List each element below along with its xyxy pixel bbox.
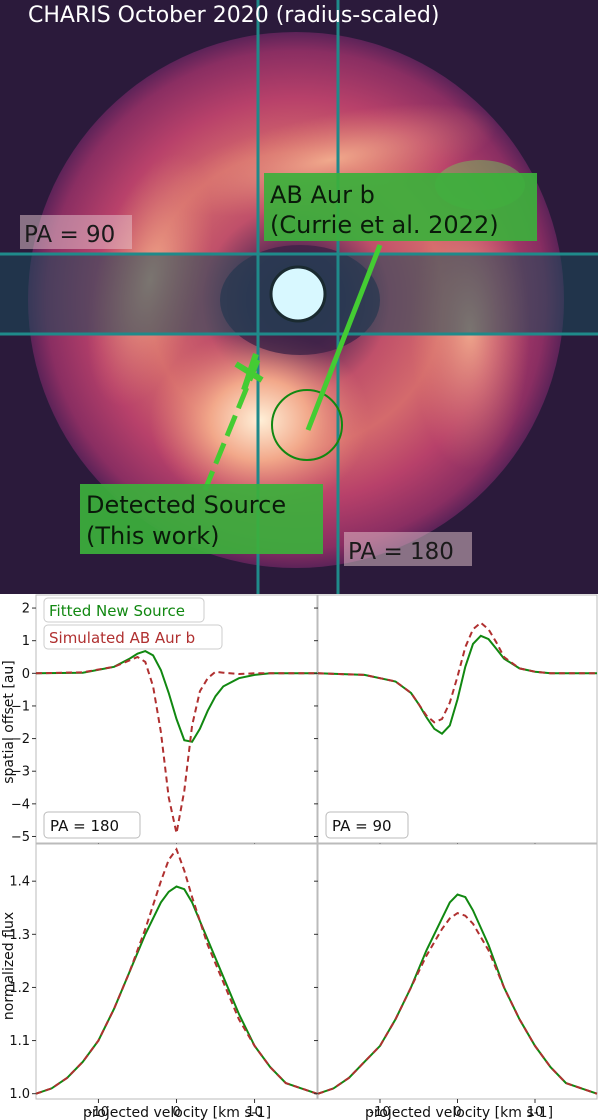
y-tick-label: 1.4 xyxy=(9,875,30,890)
ylabel-spatial: spatial offset [au] xyxy=(1,660,17,784)
annotation-pa180: PA = 180 xyxy=(50,817,119,835)
x-tick-label: 10 xyxy=(527,1105,544,1120)
abaur-label-box xyxy=(264,173,537,241)
xlabel-left: projected velocity [km s-1] xyxy=(83,1105,271,1120)
annotation-pa90-box xyxy=(325,811,409,839)
y-tick-label: 1.0 xyxy=(9,1087,30,1102)
plot-frame xyxy=(35,843,318,1100)
y-tick-label: 2 xyxy=(22,602,30,617)
abaur-label-line2: (Currie et al. 2022) xyxy=(270,211,499,239)
pa180-label-box xyxy=(344,532,472,566)
pa90-label-box xyxy=(20,215,132,249)
abaur-label-line1: AB Aur b xyxy=(270,181,375,209)
panel-flux-pa180: -10 0 10 1.0 1.1 1.2 1.3 1.4 xyxy=(9,843,318,1120)
legend-entry-simulated: Simulated AB Aur b xyxy=(49,629,195,647)
star-mask xyxy=(269,265,327,323)
x-tick-label: 0 xyxy=(453,1105,461,1120)
annotation-pa90: PA = 90 xyxy=(332,817,392,835)
x-tick-label: -10 xyxy=(369,1105,390,1120)
series-line-simulated xyxy=(317,911,598,1095)
plot-frame xyxy=(317,594,598,844)
y-tick-label: 1.1 xyxy=(9,1034,30,1049)
series-line-simulated xyxy=(317,621,597,724)
legend-entry-fitted: Fitted New Source xyxy=(49,602,185,620)
y-tick-label: −2 xyxy=(11,732,30,747)
abaur-pointer-line xyxy=(305,244,383,431)
y-tick-label: −1 xyxy=(11,699,30,714)
legend-entry-fitted-box xyxy=(43,597,205,623)
detected-label-line1: Detected Source xyxy=(86,491,286,519)
legend: Fitted New Source Simulated AB Aur b xyxy=(43,597,223,650)
y-tick-label: 1.3 xyxy=(9,928,30,943)
annotation-pa180-box xyxy=(43,811,141,839)
xlabel-right: projected velocity [km s-1] xyxy=(365,1105,553,1120)
legend-entry-simulated-box xyxy=(43,624,223,650)
y-tick-label: −5 xyxy=(11,830,30,845)
detected-pointer-line xyxy=(202,359,261,491)
image-title: CHARIS October 2020 (radius-scaled) xyxy=(28,3,439,28)
panel-flux-pa90: -10 0 10 xyxy=(314,843,598,1120)
y-tick-label: 1.2 xyxy=(9,981,30,996)
plot-frame xyxy=(317,843,598,1100)
detected-label-box xyxy=(80,484,323,554)
disk-arm-upper xyxy=(163,103,497,217)
series-line-fitted xyxy=(317,634,597,735)
y-tick-label: 0 xyxy=(22,667,30,682)
y-tick-label: 1 xyxy=(22,634,30,649)
x-tick-label: 10 xyxy=(246,1105,263,1120)
ylabel-flux: normalized flux xyxy=(1,912,17,1020)
pa180-label: PA = 180 xyxy=(348,539,454,565)
detected-label-line2: (This work) xyxy=(86,522,219,550)
y-tick-label: −3 xyxy=(11,765,30,780)
disk-bright-blob xyxy=(150,330,370,510)
detected-cross-b xyxy=(241,353,259,391)
pa90-label: PA = 90 xyxy=(24,222,115,248)
abaur-b-circle xyxy=(271,389,343,461)
charis-image-panel: CHARIS October 2020 (radius-scaled) PA =… xyxy=(0,0,598,594)
series-line-fitted xyxy=(35,650,317,743)
x-tick-label: 0 xyxy=(172,1105,180,1120)
panel-spatial-pa90 xyxy=(314,594,598,847)
x-tick-label: -10 xyxy=(88,1105,109,1120)
series-line-simulated xyxy=(35,847,318,1095)
y-tick-label: −4 xyxy=(11,797,30,812)
